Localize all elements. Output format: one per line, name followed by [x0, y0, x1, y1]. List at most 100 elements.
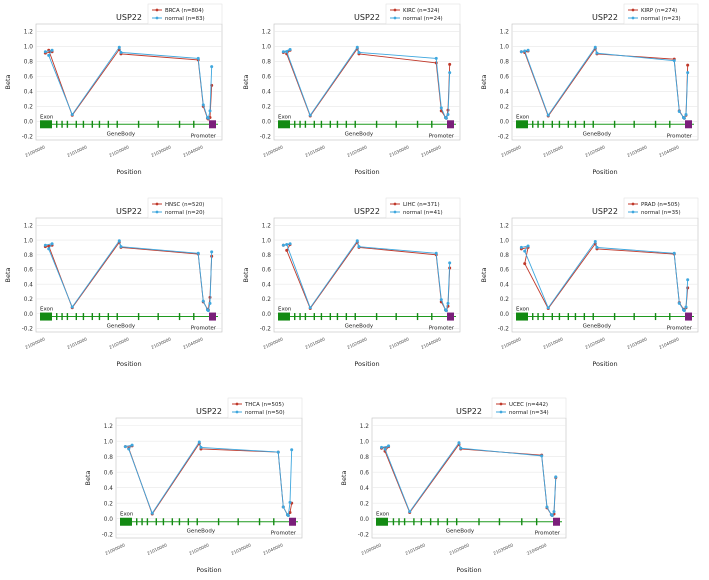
data-point: [380, 445, 384, 449]
legend-box: [147, 3, 223, 25]
exon-mark: [217, 518, 220, 526]
panel-svg: -0.2 0.0 0.2 0.4 0.6 0.8 1.0 1.2 USP22 Beta Positi…: [242, 197, 461, 368]
panel-svg: -0.2 0.0 0.2 0.4 0.6 0.8 1.0 1.2 USP22 Beta Positi…: [84, 397, 303, 574]
genebody-label: GeneBody: [107, 131, 136, 137]
chart-title: USP22: [354, 207, 380, 216]
x-tick-label: 21020000: [584, 144, 606, 158]
x-tick-label: 21000000: [24, 144, 46, 158]
exon-mark: [178, 120, 181, 128]
x-tick-label: 21040000: [420, 336, 442, 350]
data-point: [387, 444, 391, 448]
y-tick-label: -0.2: [358, 532, 370, 538]
exon-mark: [345, 120, 348, 128]
exon-mark: [141, 518, 143, 526]
data-point: [288, 47, 292, 51]
x-tick-label: 21040000: [658, 336, 680, 350]
first-exon: [278, 120, 290, 129]
promoter-label: Promoter: [535, 531, 561, 537]
promoter-label: Promoter: [191, 326, 217, 332]
exon-mark: [313, 120, 315, 128]
panel-svg: -0.2 0.0 0.2 0.4 0.6 0.8 1.0 1.2 USP22 Beta Positi…: [480, 3, 699, 176]
y-tick-label: -0.2: [22, 327, 34, 333]
methylation-panel-6: -0.2 0.0 0.2 0.4 0.6 0.8 1.0 1.2 USP22 Beta Positi…: [478, 196, 706, 372]
data-point: [47, 244, 51, 248]
first-exon: [516, 312, 528, 321]
exon-mark: [375, 120, 378, 128]
exon-mark: [116, 313, 118, 321]
x-tick-label: 21000000: [104, 542, 126, 556]
y-tick-label: 0.0: [360, 517, 370, 523]
data-point: [446, 113, 450, 117]
chart-title: USP22: [456, 407, 482, 416]
data-point: [123, 445, 127, 449]
y-tick-label: 0.4: [262, 282, 272, 288]
y-tick-label: -0.2: [260, 134, 272, 140]
y-tick-label: -0.2: [498, 134, 510, 140]
exon-mark: [574, 313, 577, 321]
data-point: [199, 445, 203, 449]
x-tick-label: 21010000: [66, 144, 88, 158]
data-point: [197, 440, 201, 444]
promoter-block: [685, 312, 692, 321]
exon-mark: [567, 313, 570, 321]
y-tick-label: 0.6: [24, 75, 34, 81]
x-axis-label: Position: [354, 168, 379, 176]
y-tick-label: 1.2: [24, 224, 34, 230]
legend-entry: LIHC (n=371): [403, 202, 440, 208]
data-point: [595, 245, 599, 249]
x-tick-label: 21040000: [182, 336, 204, 350]
x-tick-label: 21000000: [500, 144, 522, 158]
chart-title: USP22: [592, 207, 618, 216]
y-tick-label: 0.2: [262, 297, 272, 303]
data-point: [288, 510, 292, 514]
chart-title: USP22: [116, 207, 142, 216]
x-tick-label: 21020000: [346, 144, 368, 158]
y-tick-label: -0.2: [22, 134, 34, 140]
exon-label: Exon: [120, 512, 134, 518]
promoter-label: Promoter: [429, 326, 455, 332]
data-point: [523, 262, 527, 266]
y-axis-label: Beta: [4, 74, 12, 89]
exon-mark: [56, 120, 58, 128]
exon-mark: [567, 120, 570, 128]
data-point: [127, 447, 131, 451]
y-tick-label: 1.0: [262, 45, 272, 51]
data-point: [50, 48, 54, 52]
exon-mark: [193, 120, 195, 128]
y-axis-label: Beta: [4, 267, 12, 282]
legend-entry: HNSC (n=520): [165, 202, 204, 208]
legend-marker: [235, 410, 239, 414]
y-tick-label: 0.4: [24, 282, 34, 288]
legend-entry: UCEC (n=442): [509, 402, 548, 408]
chart-title: USP22: [116, 13, 142, 22]
exon-mark: [157, 313, 159, 321]
exon-label: Exon: [40, 307, 54, 313]
exon-mark: [345, 313, 348, 321]
exon-mark: [313, 313, 315, 321]
exon-mark: [613, 120, 616, 128]
exon-mark: [258, 518, 261, 526]
exon-mark: [542, 313, 545, 321]
legend-entry: normal (n=24): [403, 16, 443, 22]
data-point: [444, 309, 448, 313]
y-tick-label: 0.0: [24, 312, 34, 318]
exon-mark: [178, 313, 181, 321]
exon-mark: [294, 313, 296, 321]
x-axis-label: Position: [354, 360, 379, 368]
exon-mark: [155, 518, 157, 526]
legend-marker: [631, 8, 635, 12]
data-point: [457, 441, 461, 445]
promoter-block: [447, 120, 454, 129]
data-point: [434, 251, 438, 255]
x-tick-label: 21030000: [388, 144, 410, 158]
data-point: [554, 475, 558, 479]
exon-mark: [329, 313, 332, 321]
methylation-panel-1: -0.2 0.0 0.2 0.4 0.6 0.8 1.0 1.2 USP22 Beta Positi…: [2, 2, 230, 180]
y-axis-label: Beta: [242, 74, 250, 89]
exon-mark: [558, 313, 561, 321]
data-point: [208, 109, 212, 113]
y-tick-label: 0.8: [262, 253, 272, 259]
y-tick-label: 0.8: [104, 455, 114, 461]
exon-mark: [654, 313, 657, 321]
y-tick-label: 1.2: [500, 30, 510, 36]
